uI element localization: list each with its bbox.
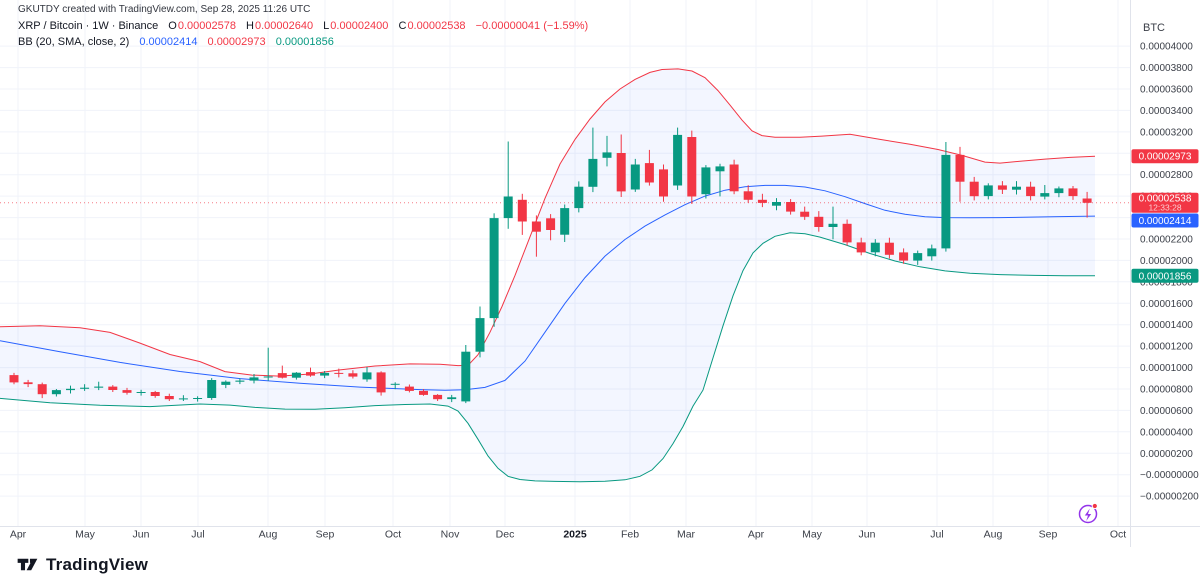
svg-text:0.00002800: 0.00002800 bbox=[1140, 170, 1193, 181]
svg-text:0.00003200: 0.00003200 bbox=[1140, 127, 1193, 138]
notification-dot bbox=[1091, 502, 1098, 510]
svg-text:Jun: Jun bbox=[133, 529, 150, 541]
svg-text:Mar: Mar bbox=[677, 529, 696, 541]
svg-text:−0.00000200: −0.00000200 bbox=[1140, 492, 1199, 503]
legend: XRP / Bitcoin · 1W · Binance O0.00002578 H0.… bbox=[18, 19, 588, 51]
svg-text:Jun: Jun bbox=[859, 529, 876, 541]
lightning-icon bbox=[1084, 508, 1092, 521]
ohlc-close: C0.00002538 bbox=[398, 20, 466, 32]
svg-text:Aug: Aug bbox=[984, 529, 1003, 541]
svg-text:Sep: Sep bbox=[316, 529, 335, 541]
flash-button[interactable] bbox=[1078, 502, 1098, 524]
bb-upper-line bbox=[0, 68, 1096, 377]
ohlc-high: H0.00002640 bbox=[246, 20, 314, 32]
svg-text:Nov: Nov bbox=[441, 529, 460, 541]
svg-text:0.00002000: 0.00002000 bbox=[1140, 256, 1193, 267]
indicator-legend-row: BB (20, SMA, close, 2) 0.00002414 0.0000… bbox=[18, 35, 588, 50]
svg-text:0.00003800: 0.00003800 bbox=[1140, 63, 1193, 74]
svg-text:0.00001200: 0.00001200 bbox=[1140, 342, 1193, 353]
bb-basis-value: 0.00002414 bbox=[139, 36, 198, 48]
svg-text:Jul: Jul bbox=[191, 529, 204, 541]
ohlc-low: L0.00002400 bbox=[323, 20, 389, 32]
bb-lower-value: 0.00001856 bbox=[275, 36, 334, 48]
svg-text:May: May bbox=[75, 529, 96, 541]
bar-countdown: 12:33:28 bbox=[1148, 202, 1181, 212]
svg-text:Sep: Sep bbox=[1039, 529, 1058, 541]
svg-text:Apr: Apr bbox=[10, 529, 27, 541]
svg-text:0.00004000: 0.00004000 bbox=[1140, 42, 1193, 53]
bb-upper-value: 0.00002973 bbox=[207, 36, 266, 48]
exchange-label: Binance bbox=[118, 20, 159, 32]
indicator-name[interactable]: BB (20, SMA, close, 2) bbox=[18, 36, 130, 48]
attribution-text: GKUTDY created with TradingView.com, Sep… bbox=[18, 4, 311, 15]
chart-pane[interactable]: 0.00004000 0.00003800 0.00003600 0.00003400… bbox=[0, 0, 1200, 547]
bb-fill bbox=[0, 68, 1095, 482]
time-axis[interactable]: Apr May Jun Jul Aug Sep Oct Nov Dec 2025 Feb Mar Apr… bbox=[10, 529, 1126, 541]
symbol-title[interactable]: XRP / Bitcoin bbox=[18, 20, 83, 32]
bb-lower-line bbox=[0, 232, 1096, 483]
svg-text:0.00001400: 0.00001400 bbox=[1140, 320, 1193, 331]
svg-text:0.00000600: 0.00000600 bbox=[1140, 406, 1193, 417]
svg-text:Apr: Apr bbox=[748, 529, 765, 541]
svg-text:0.00003400: 0.00003400 bbox=[1140, 106, 1193, 117]
legend-separator: · bbox=[111, 20, 116, 32]
svg-text:−0.00000000: −0.00000000 bbox=[1140, 470, 1199, 481]
currency-label: BTC bbox=[1143, 22, 1165, 34]
price-axis[interactable]: 0.00004000 0.00003800 0.00003600 0.00003400… bbox=[1131, 14, 1199, 503]
ohlc-open: O0.00002578 bbox=[168, 20, 236, 32]
svg-text:0.00001000: 0.00001000 bbox=[1140, 363, 1193, 374]
legend-separator: · bbox=[85, 20, 90, 32]
svg-text:Aug: Aug bbox=[259, 529, 278, 541]
svg-text:0.00000400: 0.00000400 bbox=[1140, 427, 1193, 438]
brand-name[interactable]: TradingView bbox=[46, 554, 149, 574]
svg-text:May: May bbox=[802, 529, 823, 541]
symbol-legend-row: XRP / Bitcoin · 1W · Binance O0.00002578 H0.… bbox=[18, 19, 588, 34]
svg-text:0.00000200: 0.00000200 bbox=[1140, 449, 1193, 460]
svg-text:2025: 2025 bbox=[563, 529, 587, 541]
candles-layer bbox=[9, 127, 1092, 404]
svg-text:0.00002200: 0.00002200 bbox=[1140, 235, 1193, 246]
svg-text:0.00002538: 0.00002538 bbox=[1139, 193, 1192, 204]
interval-label[interactable]: 1W bbox=[92, 20, 109, 32]
footer-bar: TradingView bbox=[0, 548, 1200, 581]
svg-text:0.00001856: 0.00001856 bbox=[1139, 271, 1192, 282]
svg-text:Dec: Dec bbox=[496, 529, 515, 541]
svg-text:0.00001600: 0.00001600 bbox=[1140, 299, 1193, 310]
svg-text:Oct: Oct bbox=[1110, 529, 1126, 541]
svg-text:0.00002973: 0.00002973 bbox=[1139, 152, 1192, 163]
svg-text:0.00000800: 0.00000800 bbox=[1140, 385, 1193, 396]
svg-text:0.00003600: 0.00003600 bbox=[1140, 85, 1193, 96]
change-value: −0.00000041 (−1.59%) bbox=[475, 20, 589, 32]
svg-text:Feb: Feb bbox=[621, 529, 639, 541]
tradingview-logo-icon[interactable] bbox=[16, 553, 39, 576]
svg-text:Jul: Jul bbox=[930, 529, 943, 541]
svg-text:Oct: Oct bbox=[385, 529, 401, 541]
svg-text:0.00002414: 0.00002414 bbox=[1139, 216, 1192, 227]
